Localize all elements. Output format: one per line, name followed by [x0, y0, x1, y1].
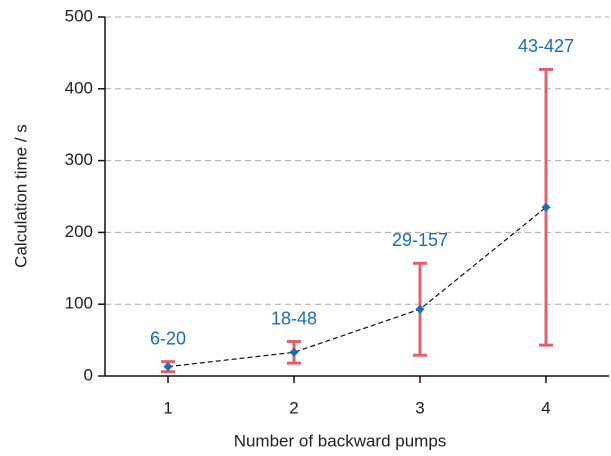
- y-tick-label: 200: [65, 222, 93, 241]
- x-axis-label: Number of backward pumps: [234, 431, 447, 450]
- range-label: 29-157: [392, 230, 448, 250]
- x-tick-label: 1: [163, 398, 172, 417]
- y-tick-label: 0: [84, 365, 93, 384]
- y-axis-label: Calculation time / s: [11, 124, 30, 268]
- range-label: 43-427: [518, 36, 574, 56]
- point: [415, 304, 425, 314]
- y-tick-label: 100: [65, 294, 93, 313]
- trend-line: [167, 206, 547, 368]
- point: [289, 347, 299, 357]
- y-tick-label: 300: [65, 150, 93, 169]
- x-tick-label: 3: [415, 398, 424, 417]
- y-tick-label: 400: [65, 78, 93, 97]
- x-tick-label: 2: [289, 398, 298, 417]
- x-tick-label: 4: [541, 398, 550, 417]
- range-label: 6-20: [150, 328, 186, 348]
- range-label: 18-48: [271, 308, 317, 328]
- y-tick-label: 500: [65, 6, 93, 25]
- point: [541, 202, 551, 212]
- point: [163, 362, 173, 372]
